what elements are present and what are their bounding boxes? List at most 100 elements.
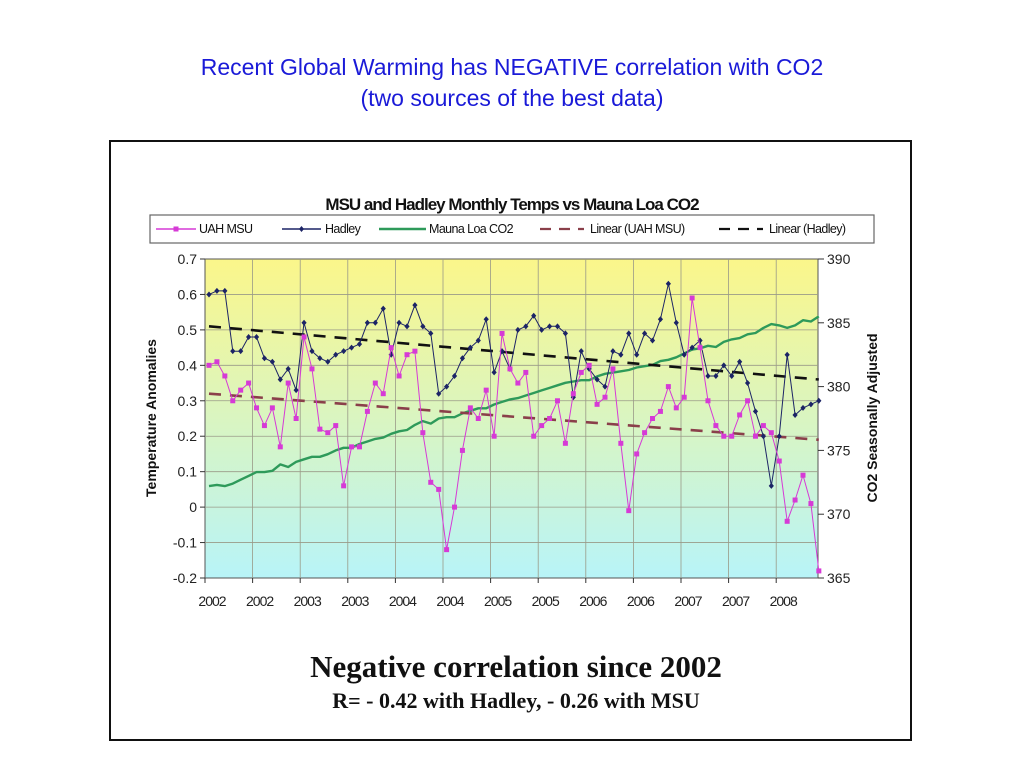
point-uah: [325, 430, 331, 436]
point-hadley: [246, 333, 252, 340]
x-tick-label: 2007: [722, 593, 750, 609]
point-hadley: [578, 348, 584, 355]
point-uah: [697, 345, 703, 351]
point-hadley: [269, 358, 275, 365]
point-hadley: [380, 305, 386, 312]
slide-title-line1: Recent Global Warming has NEGATIVE corre…: [200, 54, 824, 80]
legend-item-linear-uah: Linear (UAH MSU): [540, 222, 686, 236]
point-uah: [333, 423, 339, 429]
point-hadley: [206, 291, 212, 298]
series-group: [206, 280, 822, 574]
x-tick-label: 2003: [294, 593, 322, 609]
gridlines: [205, 259, 818, 578]
point-hadley: [333, 351, 339, 358]
y2-axis-ticks: 390 385 380 375 370 365: [818, 251, 851, 586]
point-uah: [483, 387, 489, 393]
legend-box: [149, 214, 875, 244]
x-tick-label: 2005: [484, 593, 512, 609]
x-tick-label: 2005: [532, 593, 560, 609]
legend-label-uah: UAH MSU: [199, 222, 253, 236]
point-uah: [650, 416, 656, 421]
x-tick-label: 2003: [341, 593, 369, 609]
point-uah: [547, 416, 553, 421]
point-hadley: [253, 333, 260, 340]
point-uah: [578, 369, 584, 375]
point-uah: [515, 380, 521, 386]
point-uah: [388, 345, 394, 351]
chart-title: MSU and Hadley Monthly Temps vs Mauna Lo…: [325, 195, 699, 214]
point-uah: [246, 380, 252, 386]
point-hadley: [816, 397, 822, 404]
point-hadley: [744, 380, 751, 387]
point-uah: [634, 451, 640, 457]
point-uah: [729, 433, 735, 439]
point-uah: [491, 433, 497, 439]
legend-item-hadley: Hadley: [282, 222, 362, 236]
point-uah: [642, 430, 648, 436]
point-hadley: [261, 355, 268, 362]
point-uah: [404, 352, 410, 358]
y2-tick-label: 380: [827, 379, 851, 395]
point-uah: [412, 348, 418, 354]
point-hadley: [420, 323, 426, 330]
point-hadley: [317, 355, 323, 362]
point-uah: [689, 295, 695, 301]
point-hadley: [673, 319, 679, 326]
point-hadley: [230, 348, 236, 355]
legend-label-linear-uah: Linear (UAH MSU): [590, 222, 685, 236]
legend-item-uah: UAH MSU: [156, 222, 254, 236]
point-hadley: [491, 369, 497, 376]
y-tick-label: -0.1: [173, 535, 197, 551]
legend: UAH MSU Hadley Mauna Loa CO2 Linear (UAH…: [149, 214, 875, 244]
point-hadley: [800, 404, 806, 411]
point-uah: [372, 380, 378, 386]
point-uah: [784, 518, 790, 524]
point-hadley: [737, 358, 743, 365]
point-hadley: [301, 319, 307, 326]
point-hadley: [348, 344, 355, 351]
x-tick-label: 2004: [436, 593, 464, 609]
point-hadley: [562, 330, 568, 337]
x-tick-label: 2002: [198, 593, 226, 609]
point-uah: [317, 426, 323, 432]
point-uah: [800, 472, 806, 478]
point-hadley: [475, 337, 481, 344]
point-hadley: [642, 330, 648, 337]
point-hadley: [808, 401, 814, 408]
y2-tick-label: 365: [827, 570, 851, 586]
point-hadley: [539, 326, 545, 333]
point-hadley: [325, 358, 331, 365]
y2-tick-label: 370: [827, 506, 851, 522]
point-hadley: [372, 319, 378, 326]
point-hadley: [523, 323, 529, 330]
y-tick-label: 0: [189, 499, 197, 515]
point-hadley: [626, 330, 632, 337]
legend-label-linear-hadley: Linear (Hadley): [769, 222, 846, 236]
point-uah: [705, 398, 711, 404]
point-uah: [681, 394, 687, 400]
point-hadley: [499, 348, 505, 355]
point-uah: [745, 398, 751, 404]
point-uah: [792, 497, 798, 503]
point-hadley: [396, 319, 402, 326]
plot-area: [204, 258, 819, 579]
x-axis-ticks: 2002 2002 2003 2003 2004 2004 2005 2005 2006 2006…: [198, 578, 799, 609]
point-uah: [531, 433, 537, 439]
legend-label-co2: Mauna Loa CO2: [429, 222, 514, 236]
point-uah: [523, 369, 529, 375]
point-uah: [776, 458, 782, 464]
point-uah: [768, 430, 774, 436]
y2-tick-label: 390: [827, 251, 851, 267]
point-uah: [752, 433, 758, 439]
point-uah: [499, 330, 505, 336]
point-hadley: [546, 323, 553, 330]
point-uah: [467, 405, 473, 411]
point-hadley: [792, 411, 798, 418]
point-hadley: [713, 372, 719, 379]
point-uah: [816, 568, 822, 574]
point-hadley: [293, 387, 299, 394]
x-tick-label: 2007: [674, 593, 702, 609]
point-hadley: [428, 330, 434, 337]
point-uah: [444, 547, 450, 553]
